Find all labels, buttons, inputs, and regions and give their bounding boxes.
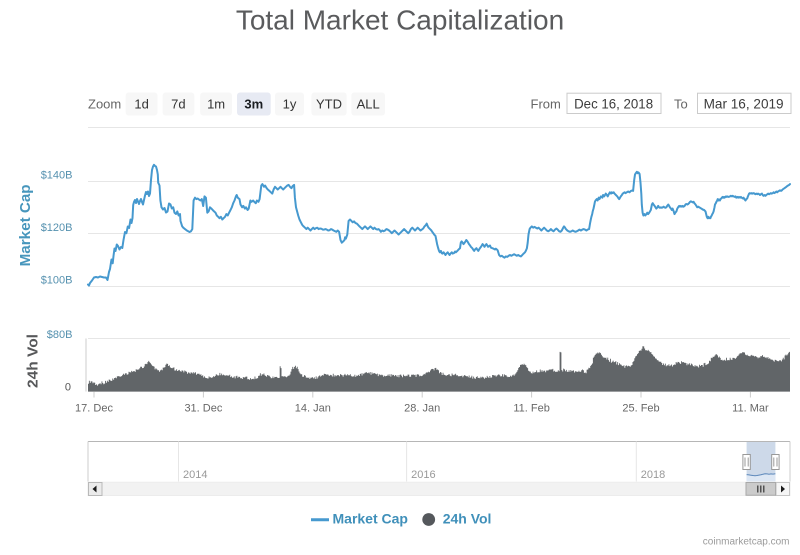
- svg-text:2016: 2016: [411, 469, 435, 481]
- svg-text:31. Dec: 31. Dec: [184, 403, 222, 415]
- svg-text:28. Jan: 28. Jan: [404, 403, 440, 415]
- svg-text:14. Jan: 14. Jan: [295, 403, 331, 415]
- svg-text:7d: 7d: [171, 97, 185, 112]
- svg-text:1y: 1y: [283, 97, 297, 112]
- svg-text:11. Mar: 11. Mar: [732, 403, 769, 415]
- svg-text:Total Market Capitalization: Total Market Capitalization: [236, 5, 564, 36]
- svg-text:Market Cap: Market Cap: [17, 184, 34, 266]
- svg-text:coinmarketcap.com: coinmarketcap.com: [703, 537, 790, 548]
- svg-text:Zoom: Zoom: [88, 97, 121, 112]
- svg-text:1m: 1m: [207, 97, 225, 112]
- svg-text:ALL: ALL: [357, 97, 380, 112]
- svg-text:3m: 3m: [244, 97, 263, 112]
- svg-text:0: 0: [65, 382, 71, 394]
- svg-text:$140B: $140B: [41, 170, 73, 182]
- svg-text:$80B: $80B: [47, 329, 73, 341]
- svg-text:To: To: [674, 97, 688, 112]
- svg-text:Market Cap: Market Cap: [333, 511, 408, 527]
- svg-text:24h Vol: 24h Vol: [443, 511, 492, 527]
- svg-text:From: From: [531, 97, 561, 112]
- svg-text:24h Vol: 24h Vol: [25, 334, 42, 388]
- svg-text:25. Feb: 25. Feb: [622, 403, 659, 415]
- svg-text:17. Dec: 17. Dec: [75, 403, 113, 415]
- svg-text:2018: 2018: [641, 469, 665, 481]
- svg-text:YTD: YTD: [316, 97, 342, 112]
- svg-text:$120B: $120B: [41, 222, 73, 234]
- svg-text:2014: 2014: [183, 469, 207, 481]
- svg-text:$100B: $100B: [41, 275, 73, 287]
- svg-text:11. Feb: 11. Feb: [513, 403, 550, 415]
- svg-text:Dec 16, 2018: Dec 16, 2018: [574, 95, 653, 111]
- svg-text:1d: 1d: [134, 97, 148, 112]
- svg-text:Mar 16, 2019: Mar 16, 2019: [704, 95, 784, 111]
